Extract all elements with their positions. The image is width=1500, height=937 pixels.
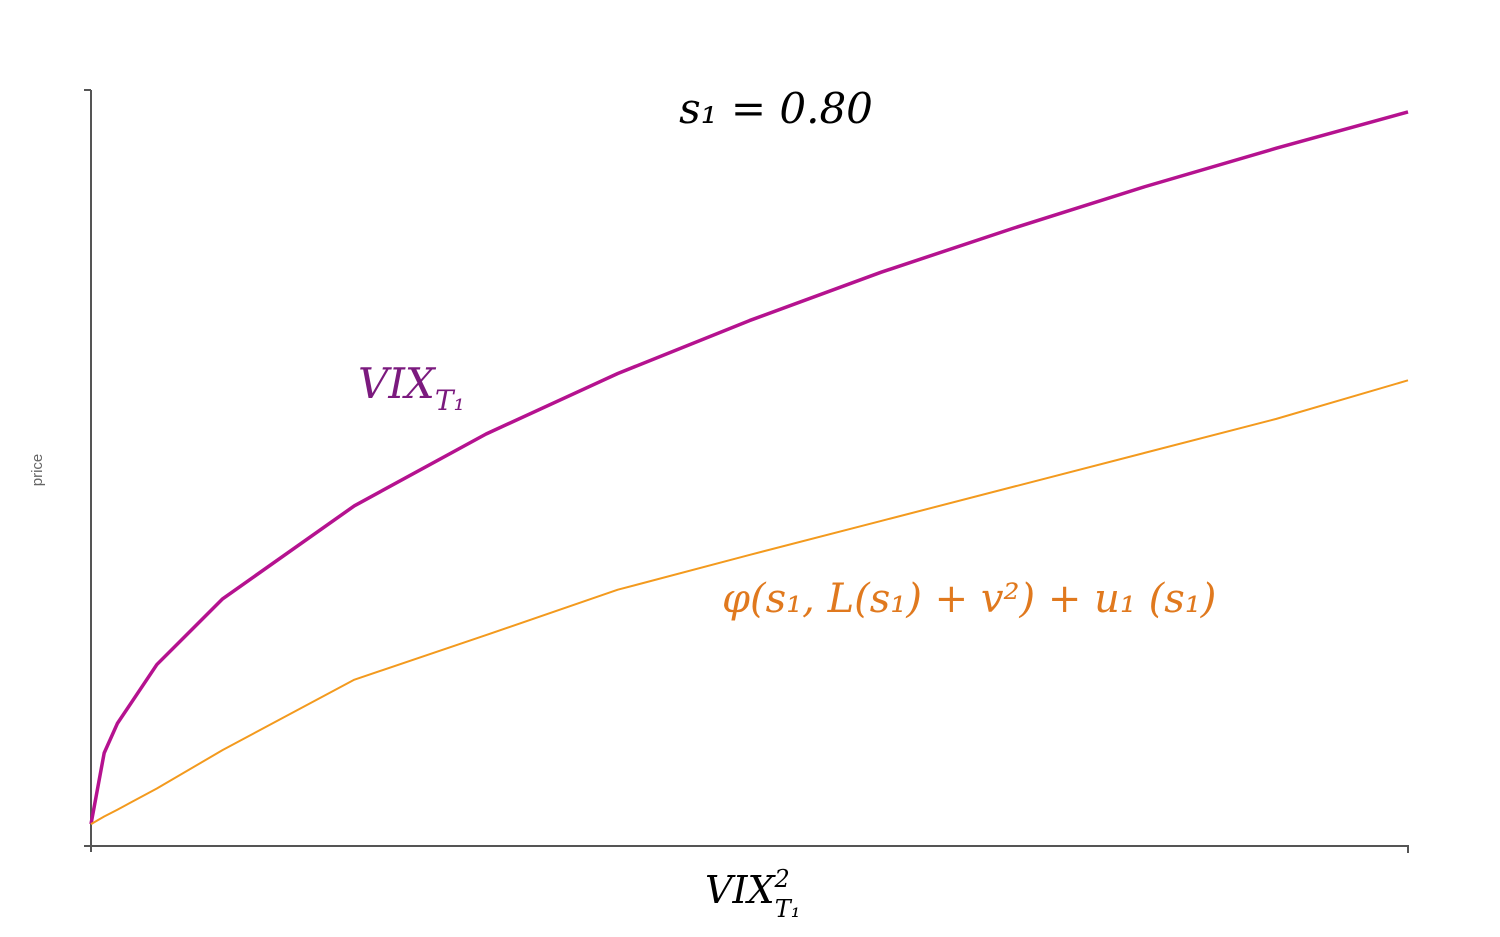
series-label: VIXT₁ xyxy=(358,359,465,417)
series-label-sub: T₁ xyxy=(435,384,465,417)
series-line xyxy=(90,379,1409,825)
x-axis-label-sup: 2 xyxy=(774,865,790,893)
series-line xyxy=(89,110,1409,825)
series-label-main: VIX xyxy=(358,359,437,408)
chart-title: s₁ = 0.80 xyxy=(679,84,873,133)
series-label: φ(s₁, L(s₁) + v²) + u₁ (s₁) xyxy=(722,576,1216,622)
y-axis-label: price xyxy=(29,454,46,487)
x-axis-label: VIX2 T₁ xyxy=(705,865,800,923)
x-axis-label-main: VIX xyxy=(705,868,776,912)
x-axis-label-sub: T₁ xyxy=(775,895,801,923)
